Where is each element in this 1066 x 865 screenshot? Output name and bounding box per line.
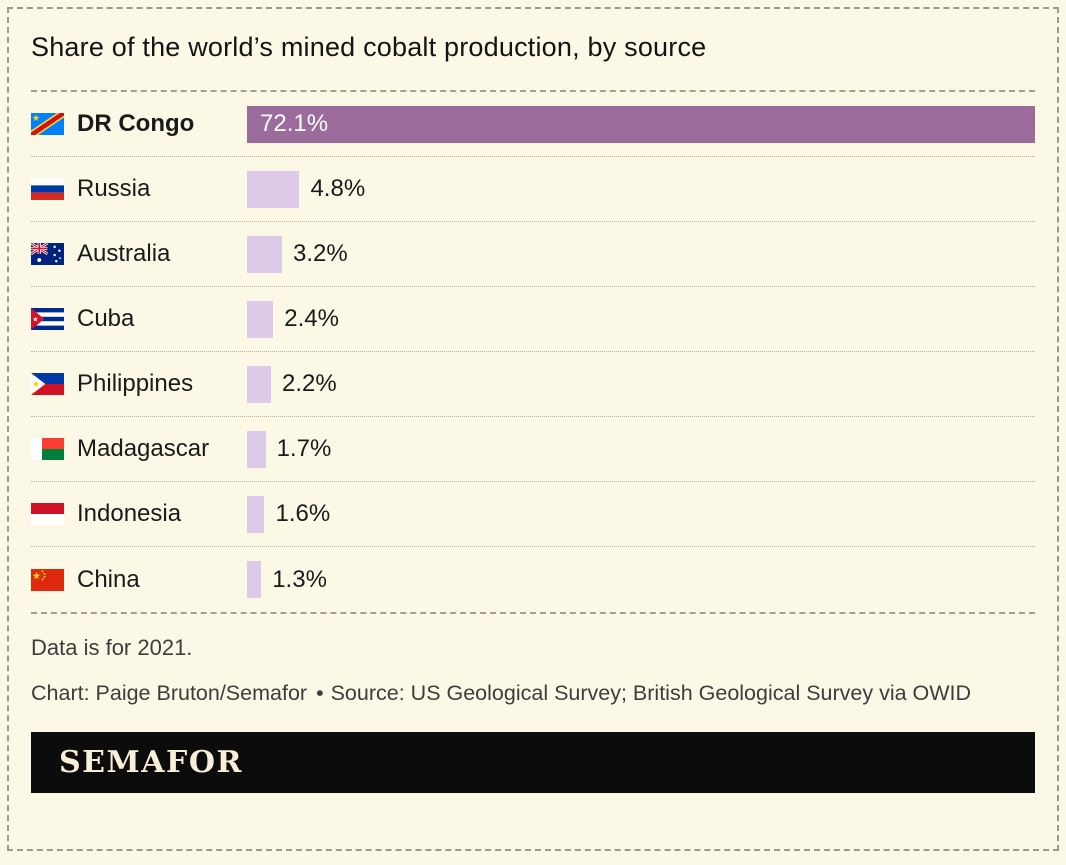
row-label-cell: China: [31, 566, 247, 594]
chart-row-australia: Australia 3.2%: [31, 222, 1035, 287]
chart-row-china: China 1.3%: [31, 547, 1035, 612]
credit-line: Chart: Paige Bruton/Semafor • Source: US G…: [31, 676, 1035, 711]
bar-track: 3.2%: [247, 235, 1035, 273]
bar-russia: [247, 170, 300, 208]
bar-value-label: 2.4%: [284, 305, 339, 332]
dr-congo-flag-icon: [31, 113, 64, 135]
country-label: Madagascar: [77, 435, 210, 462]
bar-value-label: 1.6%: [275, 500, 331, 527]
row-label-cell: DR Congo: [31, 110, 247, 138]
country-label: China: [77, 565, 140, 593]
title-divider: [31, 90, 1035, 92]
bar-track: 1.6%: [247, 495, 1035, 533]
chart-title: Share of the world’s mined cobalt produc…: [31, 32, 707, 62]
philippines-flag-icon: [31, 373, 64, 395]
row-label-cell: Cuba: [31, 305, 247, 333]
china-flag-icon: [31, 568, 64, 591]
country-label: DR Congo: [77, 110, 195, 137]
bar-value-label: 2.2%: [282, 370, 337, 397]
country-label: Russia: [77, 175, 151, 202]
chart-row-indonesia: Indonesia 1.6%: [31, 482, 1035, 547]
russia-flag-icon: [31, 178, 64, 200]
bar-value-label: 72.1%: [260, 110, 329, 137]
country-label: Australia: [77, 240, 171, 267]
row-label-cell: Indonesia: [31, 500, 247, 528]
chart-row-madagascar: Madagascar 1.7%: [31, 417, 1035, 482]
indonesia-flag-icon: [31, 503, 64, 525]
footer-divider: [31, 612, 1035, 614]
bar-track: 72.1%: [247, 105, 1035, 143]
bar-value-label: 3.2%: [292, 240, 348, 267]
bar-track: 4.8%: [247, 170, 1035, 208]
row-label-cell: Madagascar: [31, 435, 247, 463]
row-label-cell: Philippines: [31, 370, 247, 398]
bar-philippines: [247, 365, 272, 403]
bar-china: [247, 561, 262, 598]
semafor-logo: SEMAFOR: [59, 745, 243, 780]
bar-cuba: [247, 300, 274, 338]
bar-australia: [247, 235, 282, 273]
bar-track: 1.7%: [247, 430, 1035, 468]
chart-credit: Chart: Paige Bruton/Semafor: [31, 681, 308, 705]
country-label: Philippines: [77, 370, 194, 397]
country-label: Cuba: [77, 305, 135, 332]
bar-madagascar: [247, 430, 266, 468]
data-note: Data is for 2021.: [31, 635, 193, 660]
country-label: Indonesia: [77, 500, 182, 527]
bar-track: 2.2%: [247, 365, 1035, 403]
source-credit: Source: US Geological Survey; British Ge…: [330, 681, 972, 705]
chart-row-russia: Russia 4.8%: [31, 157, 1035, 222]
credit-separator: •: [316, 681, 324, 705]
chart-row-dr-congo: DR Congo 72.1%: [31, 92, 1035, 157]
chart-row-philippines: Philippines 2.2%: [31, 352, 1035, 417]
chart-row-cuba: Cuba 2.4%: [31, 287, 1035, 352]
bar-value-label: 1.7%: [276, 435, 332, 462]
australia-flag-icon: [31, 243, 64, 265]
bar-track: 2.4%: [247, 300, 1035, 338]
bar-value-label: 1.3%: [272, 565, 327, 593]
semafor-logo-bar: SEMAFOR: [31, 732, 1035, 793]
bar-chart: DR Congo 72.1% Russia: [31, 92, 1035, 612]
madagascar-flag-icon: [31, 438, 64, 460]
bar-indonesia: [247, 495, 265, 533]
bar-value-label: 4.8%: [310, 175, 366, 202]
bar-dr-congo: 72.1%: [247, 105, 1035, 143]
row-label-cell: Russia: [31, 175, 247, 203]
row-label-cell: Australia: [31, 240, 247, 268]
cuba-flag-icon: [31, 308, 64, 330]
bar-track: 1.3%: [247, 561, 1035, 598]
chart-card: Share of the world’s mined cobalt produc…: [7, 7, 1059, 851]
